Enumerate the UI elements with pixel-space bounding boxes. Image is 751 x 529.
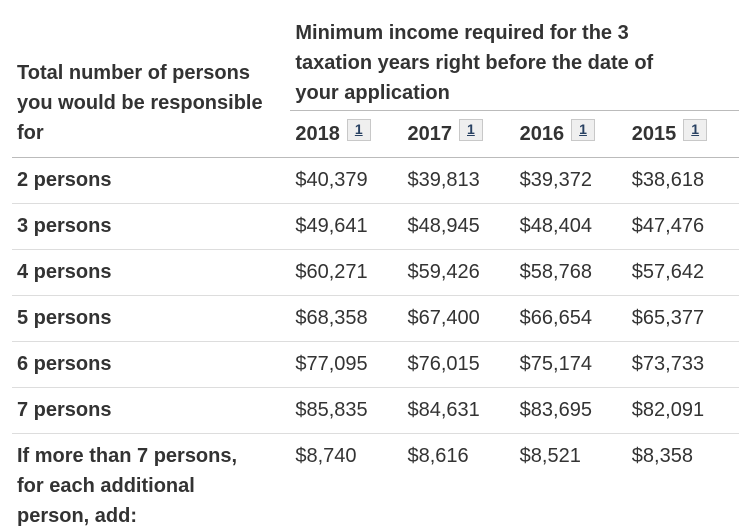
- year-header-2018: 2018 1: [290, 110, 403, 158]
- income-value: $8,740: [295, 445, 357, 467]
- footnote-link[interactable]: 1: [683, 119, 708, 141]
- income-value: $48,404: [514, 203, 627, 250]
- group-header-row: Total number of persons you would be res…: [12, 0, 739, 158]
- footnote-link[interactable]: 1: [571, 119, 595, 141]
- footnote-link[interactable]: 1: [459, 119, 483, 141]
- income-value: $65,377: [626, 295, 739, 342]
- year-header-2017: 2017 1: [402, 110, 515, 158]
- row-header: 3 persons: [12, 203, 291, 250]
- income-value: $68,358: [290, 295, 403, 342]
- income-value: $57,642: [626, 249, 739, 296]
- income-value: $67,400: [402, 295, 515, 342]
- row-header: 5 persons: [12, 295, 291, 342]
- income-value: $73,733: [626, 341, 739, 388]
- income-value: $47,476: [626, 203, 739, 250]
- table-row: 5 persons $68,358 $67,400 $66,654 $65,37…: [12, 295, 739, 342]
- table-row: 6 persons $77,095 $76,015 $75,174 $73,73…: [12, 341, 739, 388]
- table-row: 4 persons $60,271 $59,426 $58,768 $57,64…: [12, 249, 739, 296]
- table-row: 7 persons $85,835 $84,631 $83,695 $82,09…: [12, 387, 739, 434]
- income-value: $8,521: [519, 445, 581, 467]
- year-label: 2016: [519, 123, 565, 145]
- minimum-income-table: Total number of persons you would be res…: [12, 0, 739, 529]
- income-value: $49,641: [290, 203, 403, 250]
- income-value: $84,631: [402, 387, 515, 434]
- income-value: $8,616: [407, 445, 469, 467]
- year-label: 2015: [631, 123, 677, 145]
- income-value: $59,426: [402, 249, 515, 296]
- year-header-row: 2018 1 2017 1 2016 1 2015 1: [12, 110, 739, 158]
- income-value: $39,813: [402, 157, 515, 204]
- corner-header: Total number of persons you would be res…: [12, 0, 291, 158]
- footnote-link[interactable]: 1: [346, 119, 371, 141]
- group-header: Minimum income required for the 3 taxati…: [290, 0, 739, 111]
- income-value: $82,091: [626, 387, 739, 434]
- year-label: 2017: [407, 123, 453, 145]
- year-label: 2018: [295, 123, 340, 145]
- income-value: $40,379: [290, 157, 403, 204]
- income-value: $66,654: [514, 295, 627, 342]
- income-value: $8,358: [631, 445, 693, 467]
- row-header: 4 persons: [12, 249, 291, 296]
- income-value: $76,015: [402, 341, 515, 388]
- income-value: $39,372: [514, 157, 627, 204]
- income-value: $83,695: [514, 387, 627, 434]
- income-value: $48,945: [402, 203, 515, 250]
- row-header: 6 persons: [12, 341, 291, 388]
- income-value: $75,174: [514, 341, 627, 388]
- table-row: 2 persons $40,379 $39,813 $39,372 $38,61…: [12, 157, 739, 204]
- income-value: $38,618: [626, 157, 739, 204]
- income-value: $77,095: [290, 341, 403, 388]
- income-value: $58,768: [514, 249, 627, 296]
- row-header: 2 persons: [12, 157, 291, 204]
- table-row: 3 persons $49,641 $48,945 $48,404 $47,47…: [12, 203, 739, 250]
- row-header: 7 persons: [12, 387, 291, 434]
- income-value: $85,835: [290, 387, 403, 434]
- year-header-2015: 2015 1: [626, 110, 739, 158]
- row-header: If more than 7 persons, for each additio…: [17, 445, 238, 527]
- income-value: $60,271: [290, 249, 403, 296]
- year-header-2016: 2016 1: [514, 110, 627, 158]
- table-row: If more than 7 persons, for each additio…: [12, 434, 739, 529]
